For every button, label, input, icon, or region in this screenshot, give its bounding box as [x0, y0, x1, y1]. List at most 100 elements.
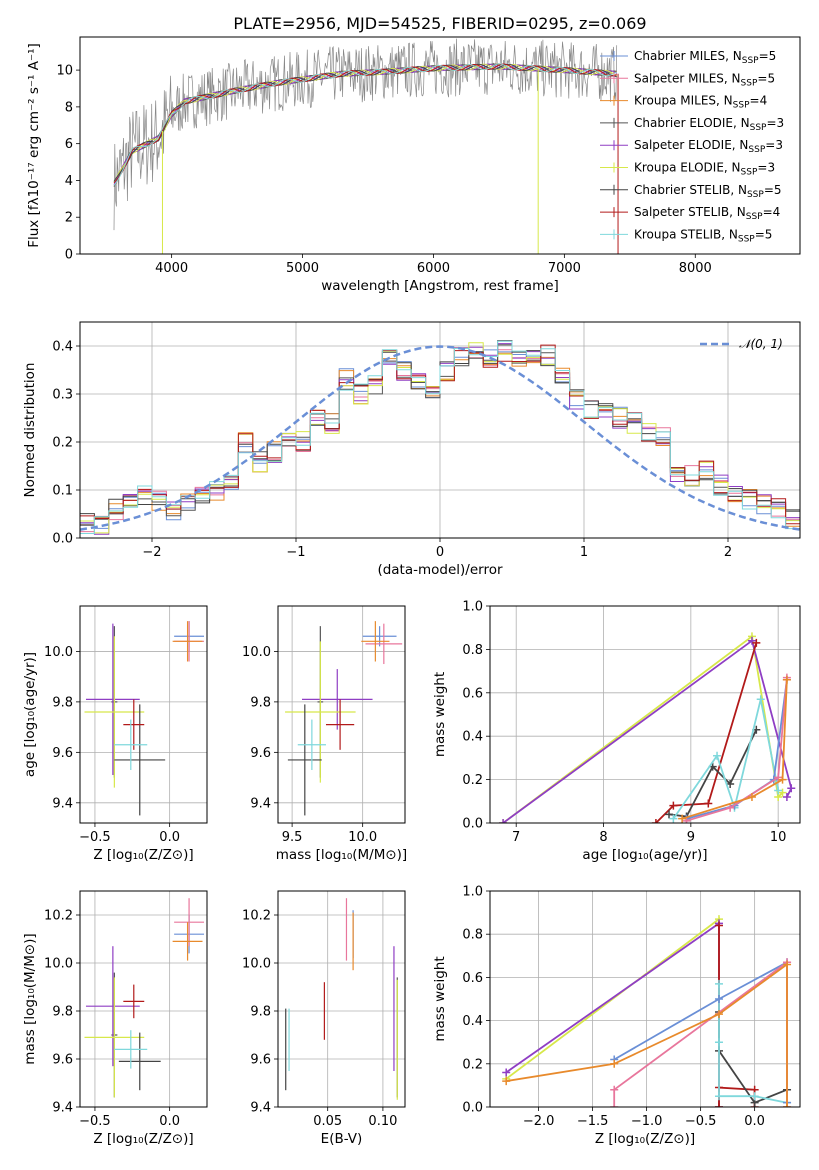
x-tick-label: 7 — [512, 830, 520, 845]
legend-label: Chabrier ELODIE, NSSP=3 — [634, 116, 784, 133]
y-tick-label: 9.8 — [250, 695, 271, 710]
weight-line-kroupa_elodie — [505, 917, 720, 1107]
z_age-frame — [79, 605, 208, 824]
y-tick-label: 9.4 — [52, 796, 73, 811]
x-tick-label: 10 — [770, 830, 787, 845]
weight-marker-kroupa_miles — [610, 1059, 619, 1068]
weight-marker-kroupa_miles — [502, 1077, 511, 1086]
y-tick-label: 0.3 — [52, 388, 73, 403]
z_weight-plot-area — [502, 915, 792, 1107]
y-tick-label: 9.8 — [52, 1005, 73, 1020]
y-axis-label: mass [log₁₀(M/M⊙)] — [22, 933, 38, 1064]
legend-label: Salpeter ELODIE, NSSP=3 — [634, 138, 783, 155]
y-tick-label: 0.4 — [462, 1014, 483, 1029]
weight-marker-kroupa_stelib — [756, 695, 765, 704]
x-tick-label: 1 — [580, 545, 588, 560]
x-tick-label: 8000 — [679, 261, 712, 276]
y-tick-label: 9.6 — [250, 1053, 271, 1068]
y-tick-label: 10.0 — [242, 645, 271, 660]
x-tick-label: 6000 — [417, 261, 450, 276]
weight-marker-kroupa_miles — [782, 675, 791, 684]
y-tick-label: 9.4 — [250, 796, 271, 811]
weight-marker-kroupa_miles — [778, 775, 787, 784]
x-tick-label: 0 — [436, 545, 444, 560]
legend-label: Chabrier MILES, NSSP=5 — [634, 49, 776, 66]
y-axis-label: Normed distribution — [22, 363, 38, 498]
chart-title: PLATE=2956, MJD=54525, FIBERID=0295, z=0… — [233, 14, 646, 33]
mass_age-plot-area — [285, 621, 403, 816]
weight-marker-salpeter_stelib — [704, 799, 713, 808]
y-tick-label: 10.2 — [44, 909, 73, 924]
y-tick-label: 0.0 — [462, 1101, 483, 1116]
model-line-kroupa_miles — [113, 63, 617, 187]
x-axis-label: age [log₁₀(age/yr)] — [582, 847, 707, 863]
weight-marker-kroupa_stelib — [669, 814, 678, 823]
weight-marker-kroupa_miles — [714, 1010, 723, 1019]
weight-line-salpeter_stelib — [718, 925, 756, 1107]
y-tick-label: 9.4 — [52, 1101, 73, 1116]
model-line-chabrier_miles — [113, 63, 617, 182]
x-axis-label: (data-model)/error — [377, 562, 503, 578]
x-tick-label: −0.5 — [79, 830, 111, 845]
model-line-salpeter_elodie — [113, 63, 617, 186]
weight-marker-kroupa_stelib — [774, 786, 783, 795]
model-line-chabrier_stelib — [113, 63, 617, 182]
y-tick-label: 0.6 — [462, 686, 483, 701]
weight-marker-kroupa_stelib — [714, 1092, 723, 1101]
mass_age-axes: 9.5 10.0 9.4 9.6 9.8 10.0 mass [log₁₀(M/M⊙)] — [242, 606, 407, 863]
age_weight-frame — [489, 605, 801, 824]
weight-marker-kroupa_stelib — [714, 1038, 723, 1047]
y-tick-label: 1.0 — [462, 885, 483, 900]
x-axis-label: wavelength [Angstrom, rest frame] — [321, 278, 559, 294]
y-tick-label: 0.0 — [462, 817, 483, 832]
model-line-salpeter_miles — [113, 63, 617, 184]
weight-marker-salpeter_stelib — [714, 1103, 723, 1107]
z_mass-axes: −0.5 0.0 9.4 9.6 9.8 10.0 10.2 Z [log₁₀(Z/Z⊙)] m… — [22, 891, 207, 1147]
x-tick-label: 5000 — [286, 261, 319, 276]
y-tick-label: 0.0 — [52, 532, 73, 547]
weight-line-salpeter_miles — [686, 677, 788, 822]
y-axis-label: mass weight — [432, 672, 448, 757]
x-tick-label: −1.5 — [577, 1114, 609, 1129]
y-tick-label: 0.8 — [462, 643, 483, 658]
x-axis-label: Z [log₁₀(Z/Z⊙)] — [93, 1131, 193, 1147]
x-tick-label: −2.0 — [523, 1114, 555, 1129]
weight-line-kroupa_stelib — [672, 699, 780, 820]
weight-marker-salpeter_elodie — [782, 792, 791, 801]
y-tick-label: 0.4 — [52, 340, 73, 355]
x-axis-label: E(B-V) — [321, 1131, 363, 1147]
ebv_mass-plot-area — [285, 898, 398, 1100]
legend: Chabrier MILES, NSSP=5 Salpeter MILES, NS… — [600, 49, 784, 244]
legend-label: Kroupa MILES, NSSP=4 — [634, 94, 767, 111]
weight-marker-chabrier_stelib — [665, 810, 674, 819]
weight-line-salpeter_elodie — [505, 921, 720, 1107]
y-tick-label: 10.0 — [44, 645, 73, 660]
weight-marker-kroupa_miles — [783, 1103, 792, 1107]
y-tick-label: 10.0 — [242, 957, 271, 972]
y-tick-label: 10.2 — [242, 909, 271, 924]
model-line-kroupa_stelib — [113, 63, 617, 186]
x-tick-label: 9 — [687, 830, 695, 845]
weight-marker-kroupa_miles — [678, 814, 687, 823]
residuals-plot-area — [80, 340, 800, 535]
y-axis-label: mass weight — [432, 956, 448, 1041]
weight-marker-kroupa_stelib — [714, 979, 723, 988]
weight-line-salpeter_stelib — [655, 642, 758, 823]
z_age-axes: −0.5 0.0 9.4 9.6 9.8 10.0 Z [log₁₀(Z/Z⊙)] age [… — [22, 606, 207, 863]
weight-marker-salpeter_elodie — [502, 1068, 511, 1077]
y-tick-label: 8 — [65, 100, 73, 115]
legend-label: Kroupa STELIB, NSSP=5 — [634, 227, 772, 244]
weight-marker-kroupa_miles — [747, 792, 756, 801]
y-tick-label: 9.8 — [52, 695, 73, 710]
model-line-salpeter_stelib — [113, 63, 617, 184]
y-tick-label: 9.6 — [250, 746, 271, 761]
legend-label: Salpeter STELIB, NSSP=4 — [634, 205, 780, 222]
x-tick-label: 7000 — [548, 261, 581, 276]
weight-marker-salpeter_elodie — [499, 819, 508, 823]
x-tick-label: −0.5 — [79, 1114, 111, 1129]
x-tick-label: −2 — [142, 545, 161, 560]
weight-marker-salpeter_miles — [774, 773, 783, 782]
x-axis-label: Z [log₁₀(Z/Z⊙)] — [595, 1131, 695, 1147]
spectrum-axes: 4000 5000 6000 7000 8000 0 2 4 6 8 10 wavelength [A… — [26, 43, 712, 294]
z_age-plot-area — [84, 621, 205, 816]
